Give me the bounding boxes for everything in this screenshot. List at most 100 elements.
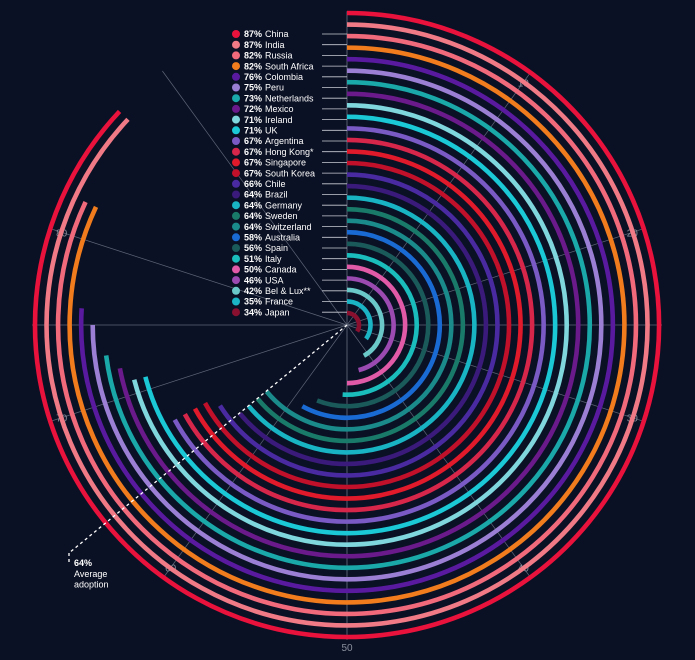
legend-country: South Africa [265,61,314,71]
legend-value: 71% [244,126,262,136]
legend-value: 51% [244,254,262,264]
legend-value: 34% [244,307,262,317]
legend-value: 82% [244,61,262,71]
legend-country: Colombia [265,72,303,82]
legend-value: 42% [244,286,262,296]
legend-value: 50% [244,265,262,275]
spoke-line [162,324,348,580]
legend-country: Mexico [265,104,294,114]
spoke-line [346,324,532,580]
legend-color-dot [232,158,240,167]
average-label: Average [74,569,107,579]
arc-germany [247,195,477,455]
legend-country: Bel & Lux** [265,286,311,296]
legend-entry: 82% South Africa [244,61,314,71]
arc-spain [316,241,431,409]
arc-china [32,10,662,640]
legend-country: Germany [265,200,303,210]
legend-country: Canada [265,265,297,275]
legend-entry: 76% Colombia [244,72,303,82]
legend-color-dot [232,222,240,231]
legend-country: Russia [265,51,293,61]
arcs-layer [32,10,662,640]
legend-color-dot [232,233,240,242]
legend-entry: 75% Peru [244,83,284,93]
legend-entry: 64% Switzerland [244,222,312,232]
legend-country: Australia [265,233,300,243]
legend-value: 75% [244,83,262,93]
legend-color-dot [232,211,240,220]
legend-color-dot [232,30,240,38]
legend-entry: 42% Bel & Lux** [244,286,311,296]
legend-country: Netherlands [265,93,314,103]
legend-value: 71% [244,115,262,125]
legend-entry: 58% Australia [244,233,300,243]
legend-value: 87% [244,29,262,39]
legend-entry: 71% UK [244,126,278,136]
arc-argentina [172,126,546,524]
arc-japan [346,310,362,333]
legend-value: 67% [244,147,262,157]
legend-country: Singapore [265,158,306,168]
legend-entry: 67% Argentina [244,136,304,146]
legend-entry: 67% Hong Kong* [244,147,314,157]
arc-south-korea [203,160,512,490]
spoke-line [346,70,532,326]
legend-entry: 67% Singapore [244,158,306,168]
legend-color-dot [232,147,240,156]
legend-value: 46% [244,275,262,285]
arc-mexico [117,91,581,559]
arc-usa [346,276,396,373]
legend-value: 64% [244,190,262,200]
legend-country: USA [265,275,284,285]
legend-entry: 67% South Korea [244,168,315,178]
legend-entry: 73% Netherlands [244,93,314,103]
spoke-line [162,70,348,326]
legend-value: 67% [244,136,262,146]
legend-country: China [265,29,289,39]
legend-value: 82% [244,51,262,61]
arc-italy [342,253,420,397]
legend-entry: 51% Italy [244,254,282,264]
legend-entry: 64% Germany [244,200,303,210]
arc-france [346,299,373,341]
legend-country: Japan [265,307,290,317]
legend-country: India [265,40,285,50]
legend-entry: 72% Mexico [244,104,294,114]
legend-color-dot [232,308,240,317]
arc-russia [55,33,639,617]
legend-country: France [265,297,293,307]
legend-entry: 66% Chile [244,179,286,189]
legend-value: 73% [244,93,262,103]
legend-value: 35% [244,297,262,307]
legend-country: Sweden [265,211,298,221]
legend-color-dot [232,190,240,199]
legend-entry: 64% Brazil [244,190,288,200]
average-label: adoption [74,580,109,590]
legend-value: 72% [244,104,262,114]
legend-color-dot [232,276,240,285]
legend-color-dot [232,286,240,295]
legend-color-dot [232,83,240,92]
legend-value: 67% [244,168,262,178]
legend-country: Hong Kong* [265,147,314,157]
legend-value: 56% [244,243,262,253]
arc-brazil [238,183,489,467]
arc-colombia [78,56,616,594]
spoke-line [48,324,348,423]
arc-south-africa [67,45,627,605]
legend-color-dot [232,179,240,188]
legend-color-dot [232,126,240,135]
legend-value: 76% [244,72,262,82]
legend-entry: 50% Canada [244,265,297,275]
spoke-line [346,227,646,326]
legend-country: South Korea [265,168,315,178]
arc-australia [301,229,443,421]
spoke-line [48,227,348,326]
legend-color-dot [232,265,240,274]
legend-color-dot [232,137,240,145]
legend-country: Brazil [265,190,288,200]
legend-entry: 82% Russia [244,51,293,61]
spoke-line [346,324,646,423]
